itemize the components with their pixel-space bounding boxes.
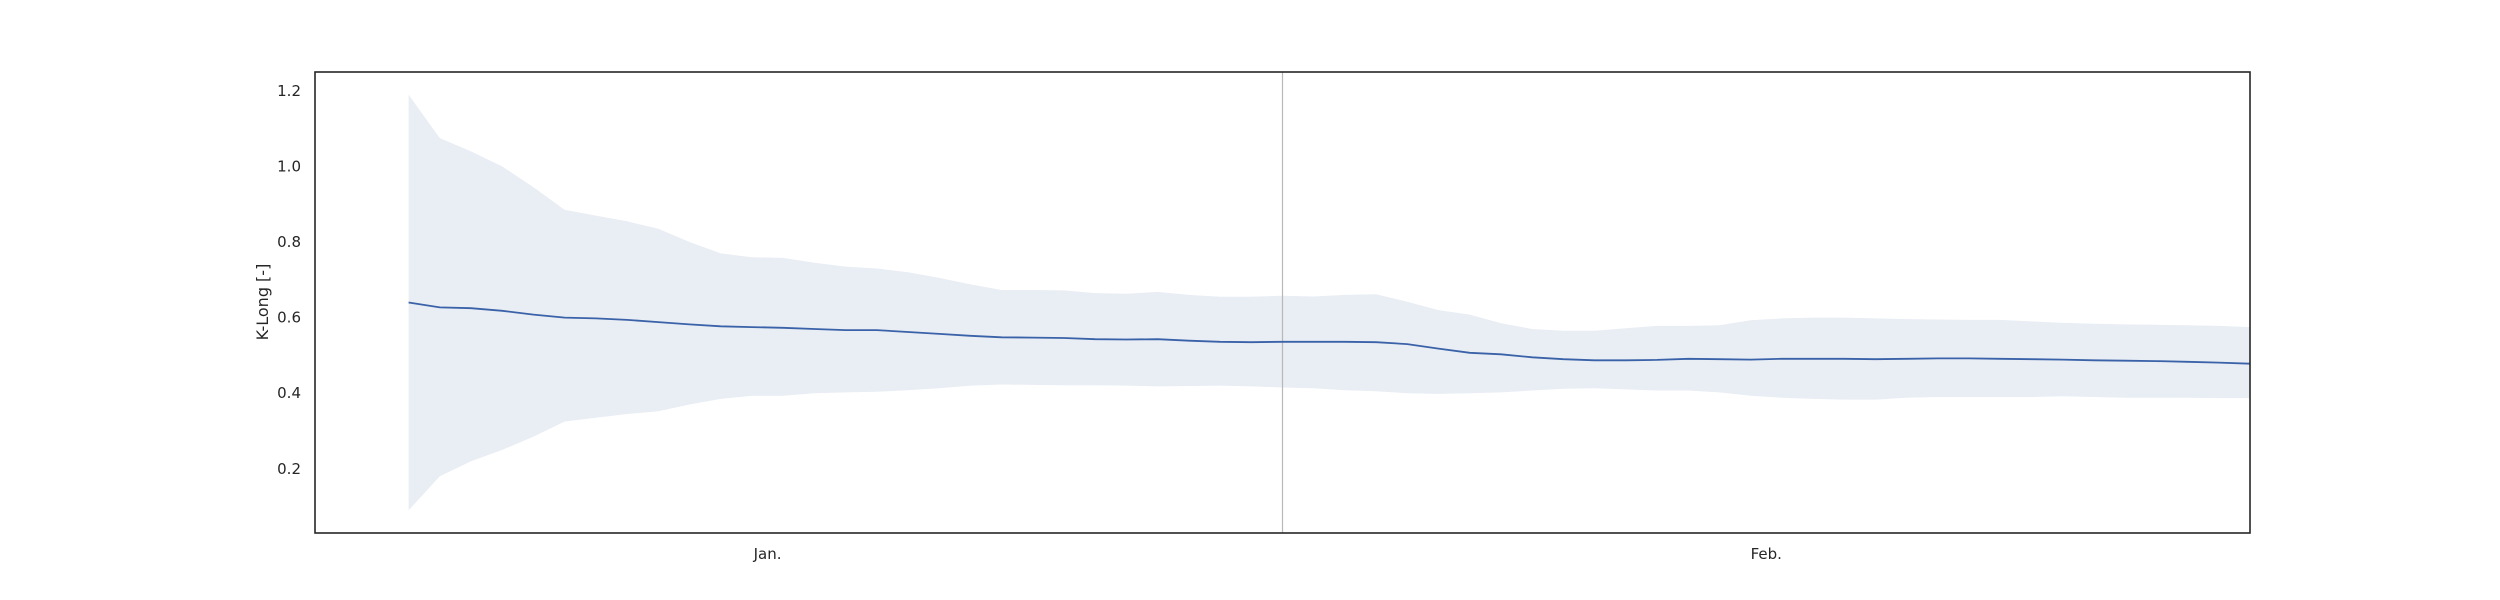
plot-frame: [314, 71, 2251, 534]
y-tick-label: 0.6: [277, 309, 301, 327]
y-axis-label: K-Long [-]: [253, 264, 272, 341]
y-tick-label: 1.2: [277, 82, 301, 100]
y-axis-ticks: 0.2 0.4 0.6 0.8 1.0 1.2: [277, 82, 301, 478]
confidence-band: [408, 94, 2251, 511]
plot-frame-layer: [314, 71, 2251, 534]
mean-line: [408, 301, 2251, 365]
x-tick-label: Jan.: [753, 545, 782, 563]
y-tick-label: 0.8: [277, 233, 301, 251]
y-tick-label: 0.4: [277, 384, 301, 402]
confidence-band-layer: [408, 94, 2251, 511]
x-tick-label: Feb.: [1751, 545, 1782, 563]
y-tick-label: 0.2: [277, 460, 301, 478]
y-tick-label: 1.0: [277, 157, 301, 175]
x-axis-ticks: Jan. Feb.: [753, 545, 1782, 563]
mean-line-layer: [408, 301, 2251, 365]
